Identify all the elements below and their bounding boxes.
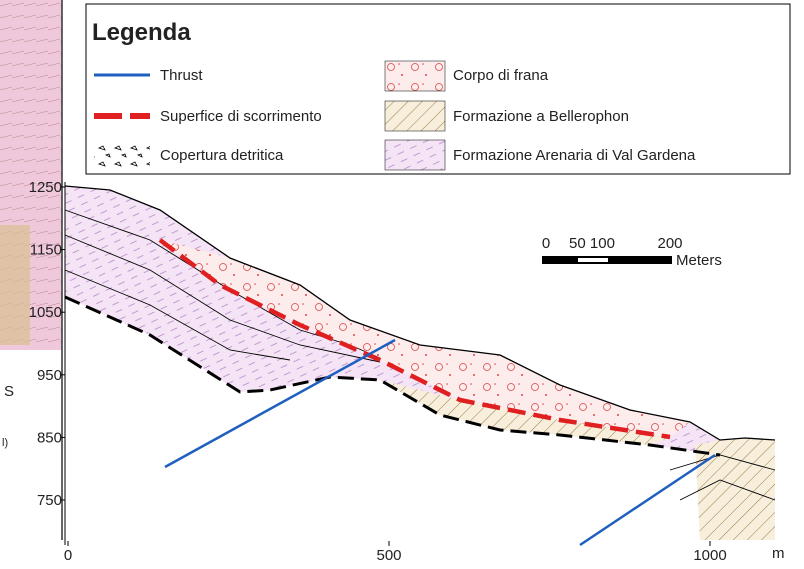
legend-label: Thrust	[160, 67, 203, 84]
map-label: l)	[2, 437, 8, 449]
legend-label: Superfice di scorrimento	[160, 108, 322, 125]
scale-bar: 0 50 100 200 Meters	[542, 235, 722, 269]
x-unit: m	[772, 545, 785, 562]
x-tick-label: 500	[376, 547, 401, 564]
scale-label: 0	[542, 235, 550, 252]
map-fragment: S l)	[0, 0, 62, 540]
scale-label: 200	[657, 235, 682, 252]
x-tick-label: 1000	[693, 547, 726, 564]
map-label: S	[4, 383, 14, 400]
legend-label: Formazione a Bellerophon	[453, 108, 629, 125]
legend-label: Copertura detritica	[160, 147, 284, 164]
y-tick-label: 850	[37, 429, 62, 446]
legend-title: Legenda	[92, 19, 191, 46]
legend: Legenda Thrust Superfice di scorrimento …	[86, 4, 790, 174]
scale-label: 50 100	[569, 235, 615, 252]
cross-section: S l) 0 50 100 200 Meters Legenda Thrust	[0, 0, 804, 564]
scale-unit: Meters	[676, 252, 722, 269]
y-tick-label: 1250	[29, 179, 62, 196]
y-tick-label: 750	[37, 492, 62, 509]
legend-label: Formazione Arenaria di Val Gardena	[453, 147, 696, 164]
x-tick-label: 0	[64, 547, 72, 564]
y-tick-label: 1150	[30, 242, 62, 259]
y-tick-label: 1050	[29, 304, 62, 321]
legend-label: Corpo di frana	[453, 67, 549, 84]
y-tick-label: 950	[37, 367, 62, 384]
